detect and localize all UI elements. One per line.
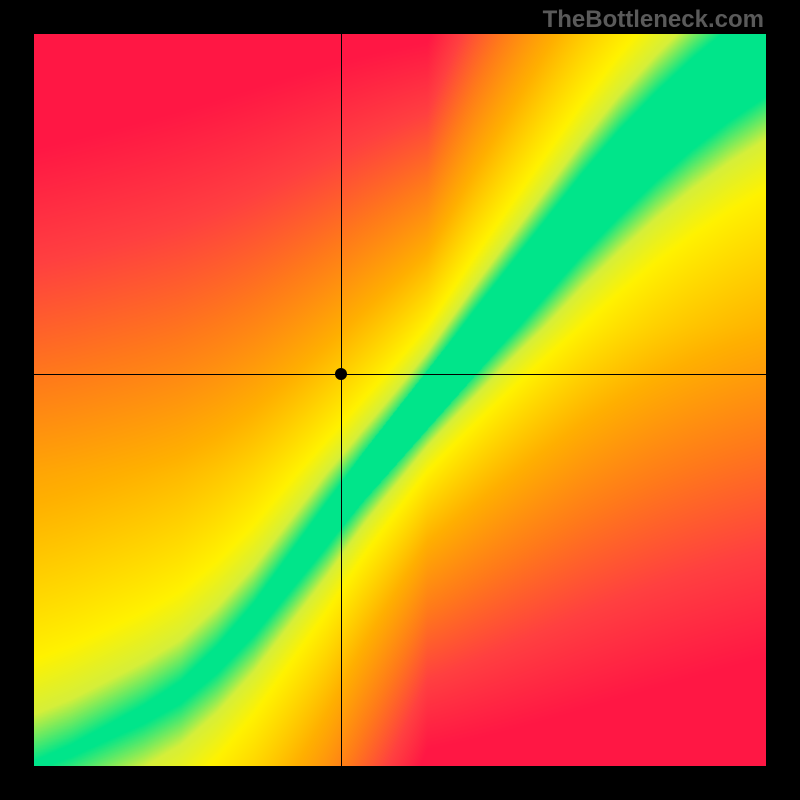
bottleneck-heatmap	[34, 34, 766, 766]
watermark-text: TheBottleneck.com	[543, 6, 764, 34]
crosshair-horizontal	[34, 374, 766, 375]
crosshair-vertical	[341, 34, 342, 766]
chart-container: TheBottleneck.com	[0, 0, 800, 800]
